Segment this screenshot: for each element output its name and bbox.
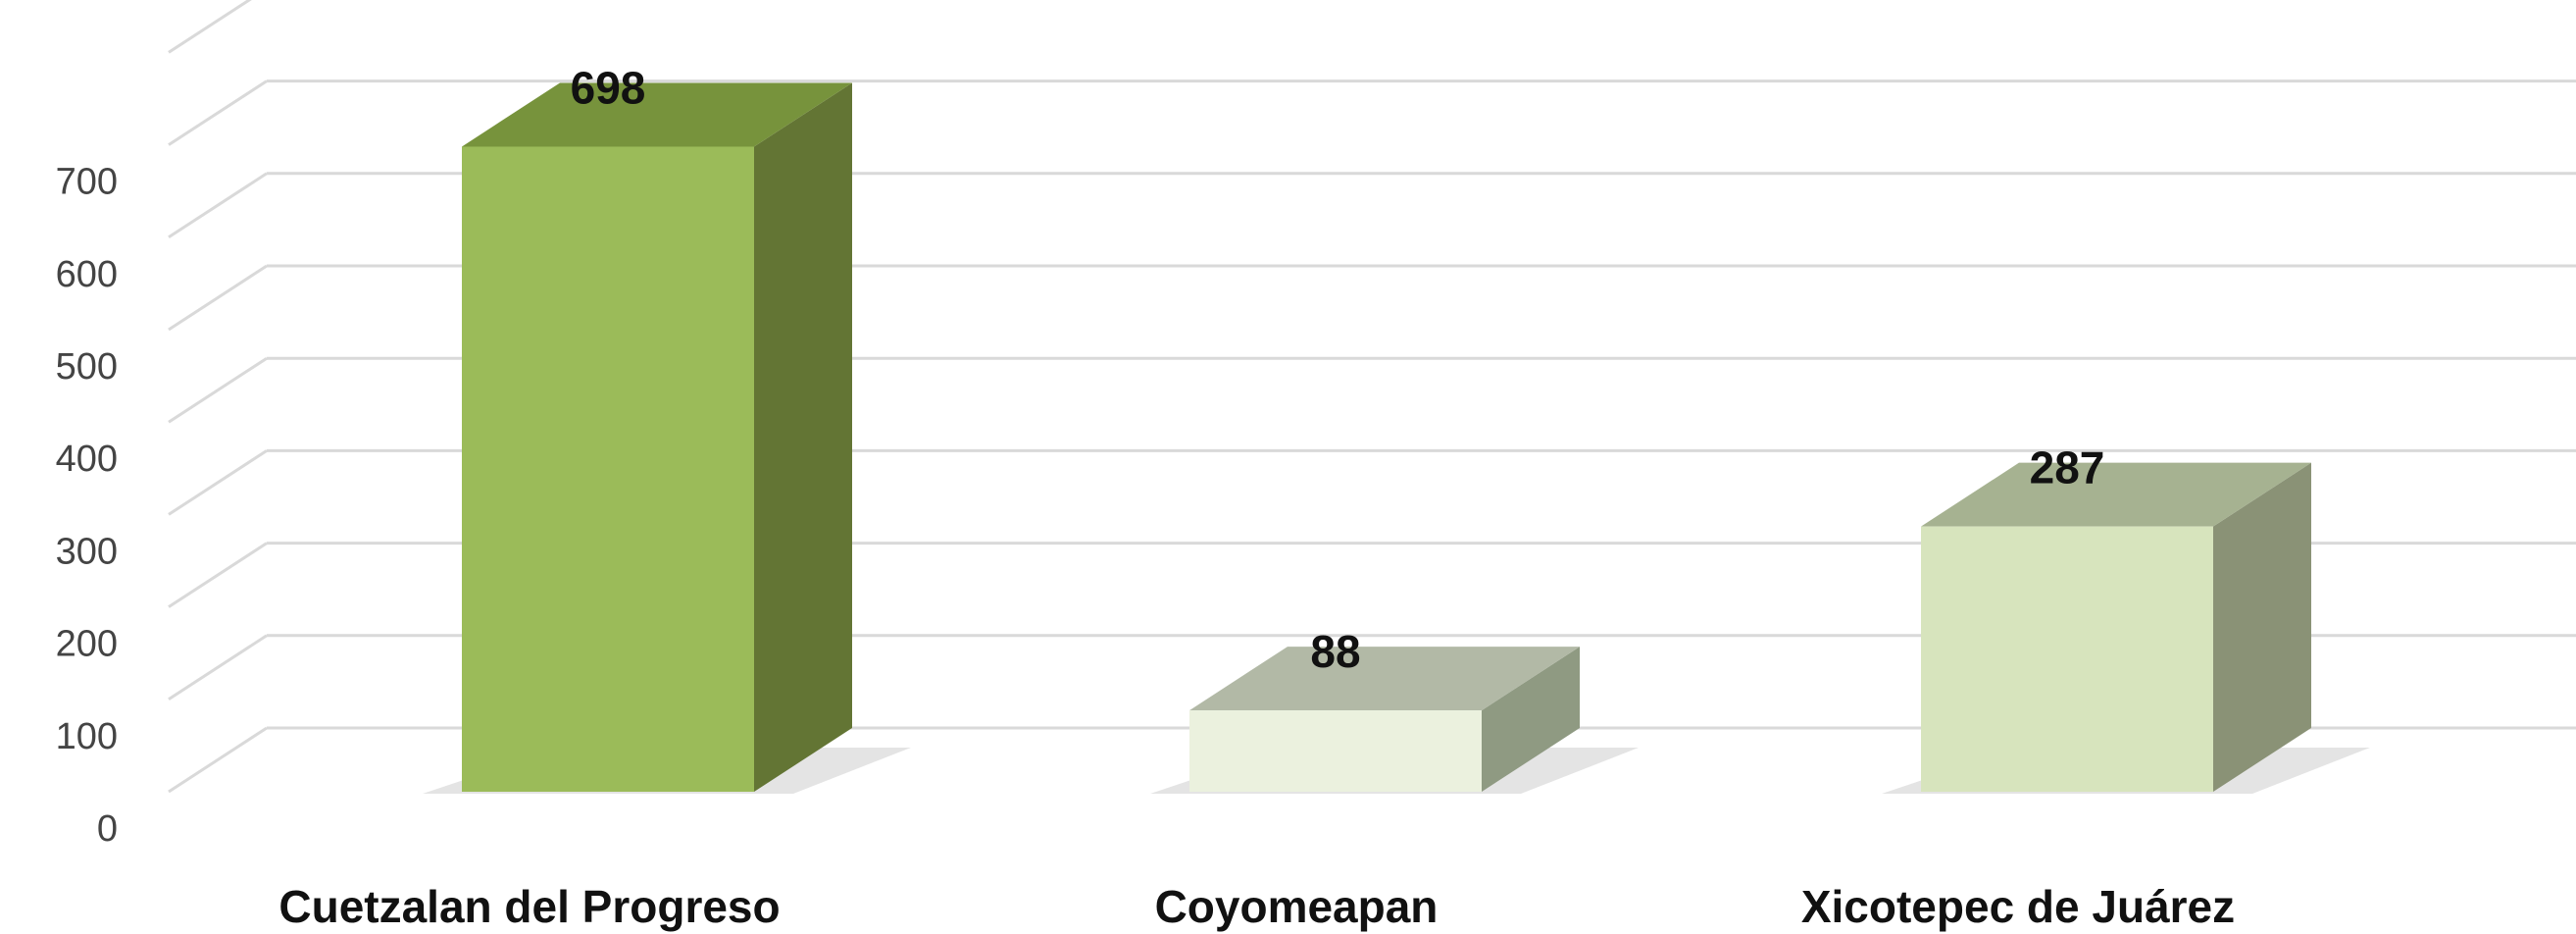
category-label: Xicotepec de Juárez (1801, 881, 2235, 932)
gridline-side (168, 79, 268, 146)
bar-side (1482, 647, 1580, 792)
category-label: Coyomeapan (1155, 881, 1439, 932)
y-axis-ticks: 0 100 200 300 400 500 600 700 (56, 162, 118, 850)
bar-top (462, 82, 852, 147)
gridline-side (168, 264, 268, 332)
gridline-side (168, 0, 252, 54)
y-tick-label: 500 (56, 346, 118, 388)
y-tick-label: 400 (56, 439, 118, 480)
gridline-side (168, 356, 268, 424)
bar (423, 82, 911, 794)
gridline-side (168, 172, 268, 239)
bar (1882, 462, 2370, 794)
bar-top (1189, 647, 1580, 711)
data-label: 88 (1310, 626, 1360, 677)
bar-side (754, 82, 852, 792)
gridline-side (168, 634, 268, 701)
data-label: 287 (2030, 442, 2105, 493)
y-tick-label: 600 (56, 254, 118, 295)
data-label: 698 (571, 62, 646, 113)
bars: 698 88 287 (423, 62, 2370, 794)
bar-top (1921, 462, 2311, 527)
y-tick-label: 700 (56, 162, 118, 203)
y-tick-label: 300 (56, 531, 118, 572)
y-tick-label: 200 (56, 624, 118, 665)
gridline-side (168, 542, 268, 608)
category-label: Cuetzalan del Progreso (278, 881, 780, 932)
bar-side (2213, 462, 2311, 792)
bar (1150, 647, 1639, 794)
gridline-side (168, 726, 268, 794)
y-tick-label: 0 (97, 808, 118, 850)
bar-front (1189, 710, 1482, 792)
bar-front (1921, 526, 2213, 792)
y-tick-label: 100 (56, 716, 118, 757)
bar-front (462, 146, 754, 792)
category-labels: Cuetzalan del Progreso Coyomeapan Xicotepe… (278, 881, 2235, 932)
gridline-side (168, 449, 268, 516)
